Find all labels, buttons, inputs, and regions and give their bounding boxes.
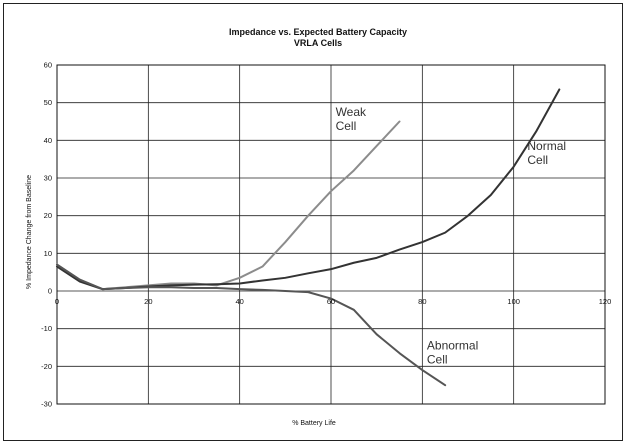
y-tick-label: -20 [41, 362, 52, 371]
series-layer [56, 88, 561, 387]
y-tick-label: 30 [44, 174, 52, 183]
y-tick-label: -30 [41, 400, 52, 409]
x-tick-label: 60 [327, 297, 335, 306]
y-tick-label: 40 [44, 136, 52, 145]
y-axis-label: % Impedance Change from Baseline [26, 175, 33, 289]
x-tick-label: 40 [235, 297, 243, 306]
y-tick-label: 50 [44, 98, 52, 107]
series-annotations: Weak Cell Normal Cell Abnormal Cell [336, 105, 566, 367]
gridlines [56, 64, 606, 405]
plot-area [56, 64, 606, 405]
chart-frame: Impedance vs. Expected Battery Capacity … [3, 3, 623, 441]
x-tick-label: 80 [418, 297, 426, 306]
chart-subtitle: VRLA Cells [294, 38, 342, 48]
x-tick-label: 100 [507, 297, 520, 306]
y-tick-label: 20 [44, 211, 52, 220]
x-tick-label: 120 [599, 297, 612, 306]
line-chart: Impedance vs. Expected Battery Capacity … [26, 27, 611, 427]
chart-title: Impedance vs. Expected Battery Capacity [229, 27, 407, 37]
y-tick-label: 10 [44, 249, 52, 258]
series-label-normal-cell: Normal Cell [527, 139, 566, 167]
x-tick-label: 20 [144, 297, 152, 306]
x-tick-label: 0 [55, 297, 59, 306]
series-label-abnormal-cell: Abnormal Cell [427, 338, 478, 366]
tick-labels: -30 -20 -10 0 10 20 30 40 50 60 0 20 40 60 80 100 120 [41, 61, 611, 409]
x-axis-label: % Battery Life [292, 420, 336, 427]
y-tick-label: 60 [44, 61, 52, 70]
y-tick-label: 0 [48, 287, 52, 296]
series-label-weak-cell: Weak Cell [336, 105, 367, 133]
series-line-abnormal-cell [56, 263, 447, 387]
series-line-normal-cell [56, 88, 561, 291]
y-tick-label: -10 [41, 324, 52, 333]
